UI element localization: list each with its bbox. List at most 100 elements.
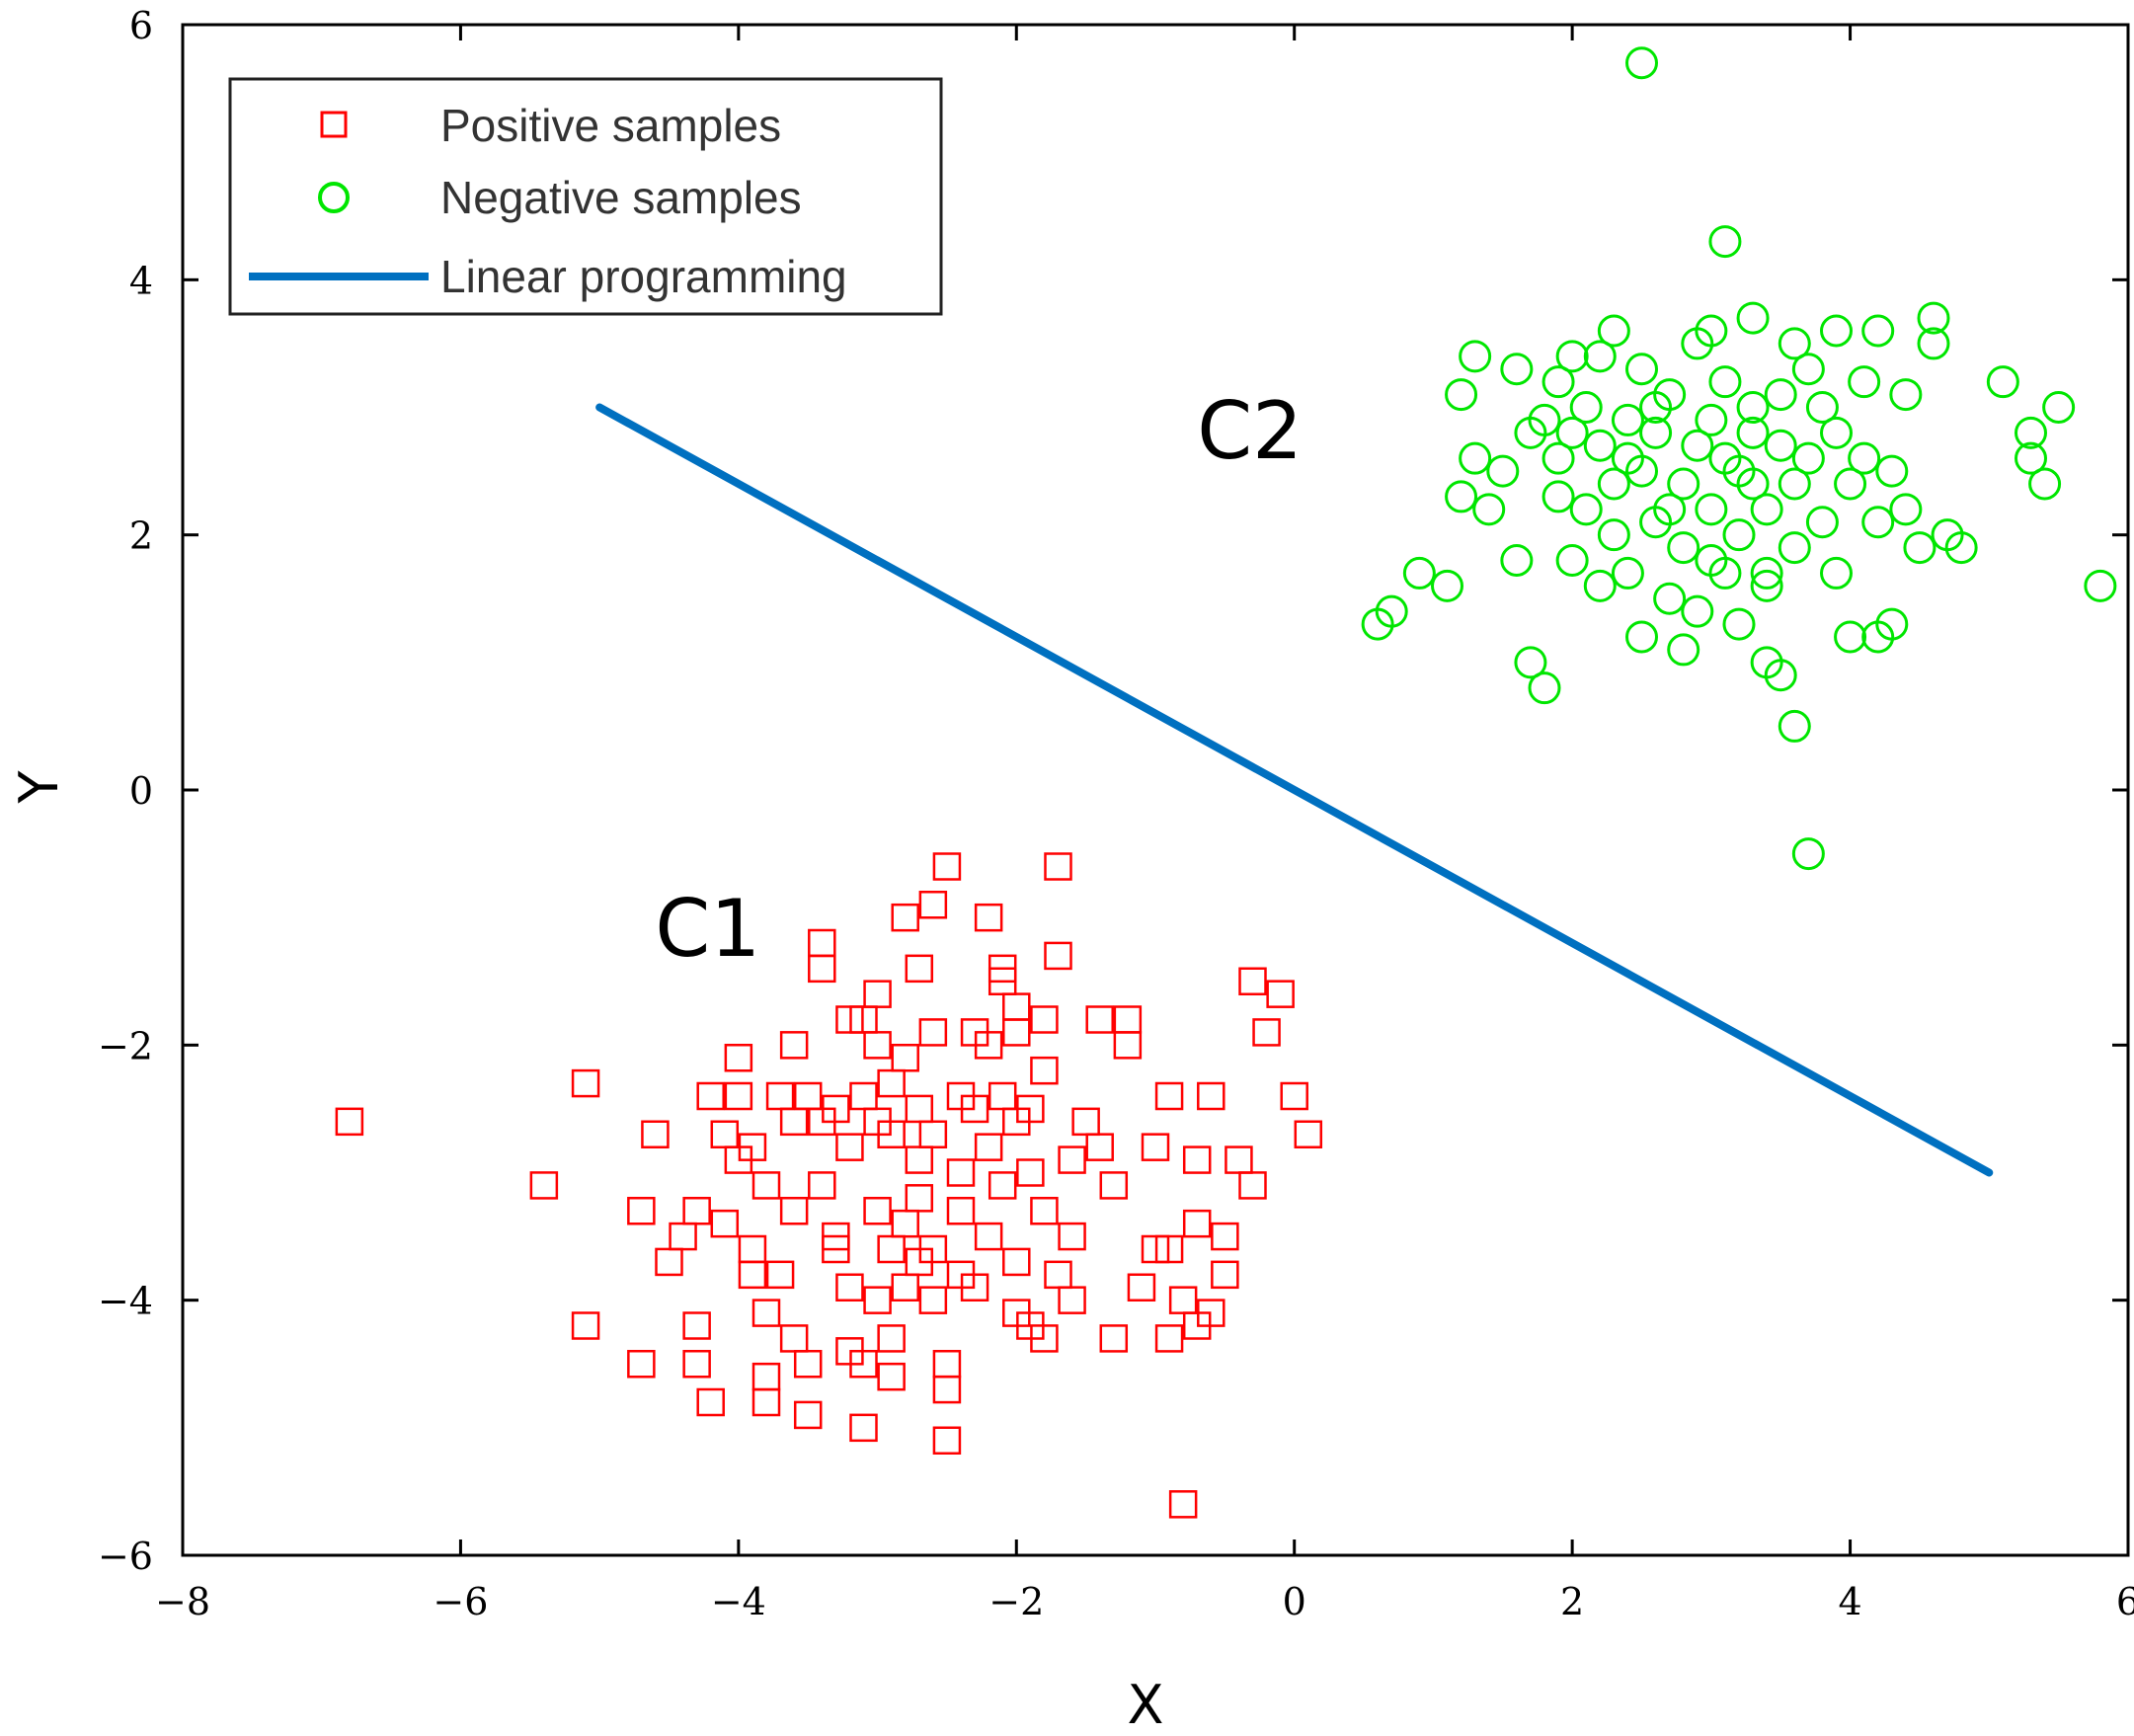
negative-sample-point bbox=[1583, 340, 1617, 373]
positive-sample-point bbox=[779, 1031, 809, 1060]
negative-sample-point bbox=[1611, 556, 1644, 590]
positive-sample-point bbox=[1238, 967, 1267, 995]
negative-sample-point bbox=[1778, 709, 1811, 743]
positive-sample-point bbox=[1280, 1081, 1308, 1111]
negative-sample-point bbox=[1722, 454, 1756, 488]
negative-sample-point bbox=[1583, 569, 1617, 602]
negative-sample-point bbox=[1944, 531, 1978, 565]
positive-sample-point bbox=[974, 903, 1003, 932]
negative-sample-point bbox=[1778, 467, 1811, 501]
positive-sample-point bbox=[946, 1158, 976, 1187]
y-axis-label: Y bbox=[8, 770, 70, 805]
positive-sample-point bbox=[1127, 1273, 1156, 1302]
negative-sample-point bbox=[1625, 353, 1658, 386]
negative-sample-point bbox=[1778, 531, 1811, 565]
negative-sample-point bbox=[1555, 416, 1589, 449]
negative-sample-point bbox=[1472, 493, 1506, 526]
negative-sample-point bbox=[1848, 441, 1881, 475]
negative-sample-point bbox=[1486, 454, 1520, 488]
negative-sample-point bbox=[1791, 837, 1825, 871]
y-tick-label: 6 bbox=[129, 4, 153, 47]
positive-sample-point bbox=[835, 1005, 864, 1034]
positive-sample-point bbox=[1002, 1018, 1031, 1047]
negative-sample-point bbox=[2042, 391, 2076, 424]
negative-sample-point bbox=[1764, 429, 1797, 462]
negative-sample-point bbox=[1903, 531, 1936, 565]
positive-sample-point bbox=[765, 1260, 795, 1290]
negative-sample-point bbox=[1555, 340, 1589, 373]
negative-sample-point bbox=[2015, 441, 2047, 475]
y-tick-label: −6 bbox=[98, 1535, 153, 1578]
y-tick-label: 0 bbox=[129, 769, 153, 813]
negative-sample-point bbox=[1653, 582, 1687, 615]
positive-sample-point bbox=[1154, 1234, 1184, 1264]
positive-sample-point bbox=[571, 1311, 600, 1340]
positive-sample-point bbox=[1058, 1145, 1086, 1174]
positive-sample-point bbox=[918, 1018, 948, 1047]
x-tick-label: −6 bbox=[433, 1580, 488, 1623]
negative-sample-point bbox=[1459, 340, 1492, 373]
positive-sample-point bbox=[905, 1145, 934, 1174]
negative-sample-point bbox=[1791, 353, 1825, 386]
positive-sample-point bbox=[1044, 1260, 1072, 1290]
legend: Positive samples Negative samples Linear… bbox=[228, 77, 943, 316]
positive-sample-point bbox=[1030, 1324, 1059, 1353]
positive-sample-point bbox=[793, 1400, 823, 1430]
positive-sample-point bbox=[1002, 1247, 1031, 1277]
positive-sample-point bbox=[905, 1094, 934, 1124]
negative-sample-point bbox=[1834, 467, 1867, 501]
positive-sample-point bbox=[960, 1094, 989, 1124]
negative-sample-point bbox=[2084, 569, 2117, 602]
positive-sample-point bbox=[1071, 1107, 1100, 1137]
positive-sample-point bbox=[682, 1350, 711, 1379]
negative-sample-point bbox=[1805, 391, 1839, 424]
negative-sample-point bbox=[1597, 467, 1630, 501]
positive-sample-point bbox=[877, 1120, 906, 1148]
positive-sample-point bbox=[877, 1068, 906, 1098]
negative-sample-point bbox=[1861, 314, 1895, 348]
negative-sample-point bbox=[1764, 378, 1797, 412]
positive-sample-point bbox=[877, 1324, 906, 1353]
x-tick-label: 2 bbox=[1560, 1580, 1584, 1623]
y-tick-label: −4 bbox=[98, 1280, 153, 1323]
negative-sample-point bbox=[1708, 365, 1742, 399]
positive-sample-point bbox=[724, 1044, 753, 1072]
positive-sample-point bbox=[822, 1094, 850, 1124]
positive-sample-point bbox=[988, 1081, 1017, 1111]
negative-sample-point bbox=[1597, 314, 1630, 348]
positive-sample-point bbox=[849, 1081, 878, 1111]
negative-sample-point bbox=[1541, 480, 1575, 513]
positive-sample-point bbox=[932, 1350, 962, 1379]
negative-sample-point bbox=[1681, 429, 1714, 462]
negative-sample-point bbox=[1750, 493, 1783, 526]
negative-sample-point bbox=[1750, 569, 1783, 602]
positive-sample-point bbox=[1197, 1299, 1225, 1327]
positive-sample-point bbox=[877, 1362, 906, 1391]
positive-sample-point bbox=[974, 1133, 1003, 1161]
positive-sample-point bbox=[1030, 1197, 1059, 1225]
positive-sample-point bbox=[1085, 1005, 1114, 1034]
negative-sample-point bbox=[1667, 467, 1700, 501]
negative-sample-point bbox=[1917, 327, 1950, 360]
positive-sample-point bbox=[905, 1184, 934, 1213]
negative-sample-point bbox=[1736, 301, 1770, 335]
negative-sample-point bbox=[1695, 314, 1728, 348]
negative-sample-point bbox=[1834, 620, 1867, 654]
positive-sample-point bbox=[1154, 1081, 1184, 1111]
positive-sample-point bbox=[655, 1247, 683, 1277]
positive-sample-point bbox=[1168, 1490, 1198, 1519]
positive-sample-point bbox=[863, 1197, 892, 1225]
negative-sample-point bbox=[1528, 671, 1561, 705]
positive-sample-point bbox=[932, 852, 962, 881]
negative-sample-point bbox=[1695, 403, 1728, 436]
negative-sample-point bbox=[1459, 441, 1492, 475]
positive-sample-point bbox=[1058, 1222, 1086, 1251]
positive-sample-point bbox=[1030, 1005, 1059, 1034]
y-tick-label: 2 bbox=[129, 514, 153, 558]
cluster-label-c1: C1 bbox=[655, 883, 760, 975]
positive-sample-point bbox=[863, 980, 892, 1008]
linear-programming-line bbox=[595, 403, 1994, 1177]
negative-sample-point bbox=[1500, 353, 1534, 386]
negative-sample-point bbox=[1569, 391, 1603, 424]
